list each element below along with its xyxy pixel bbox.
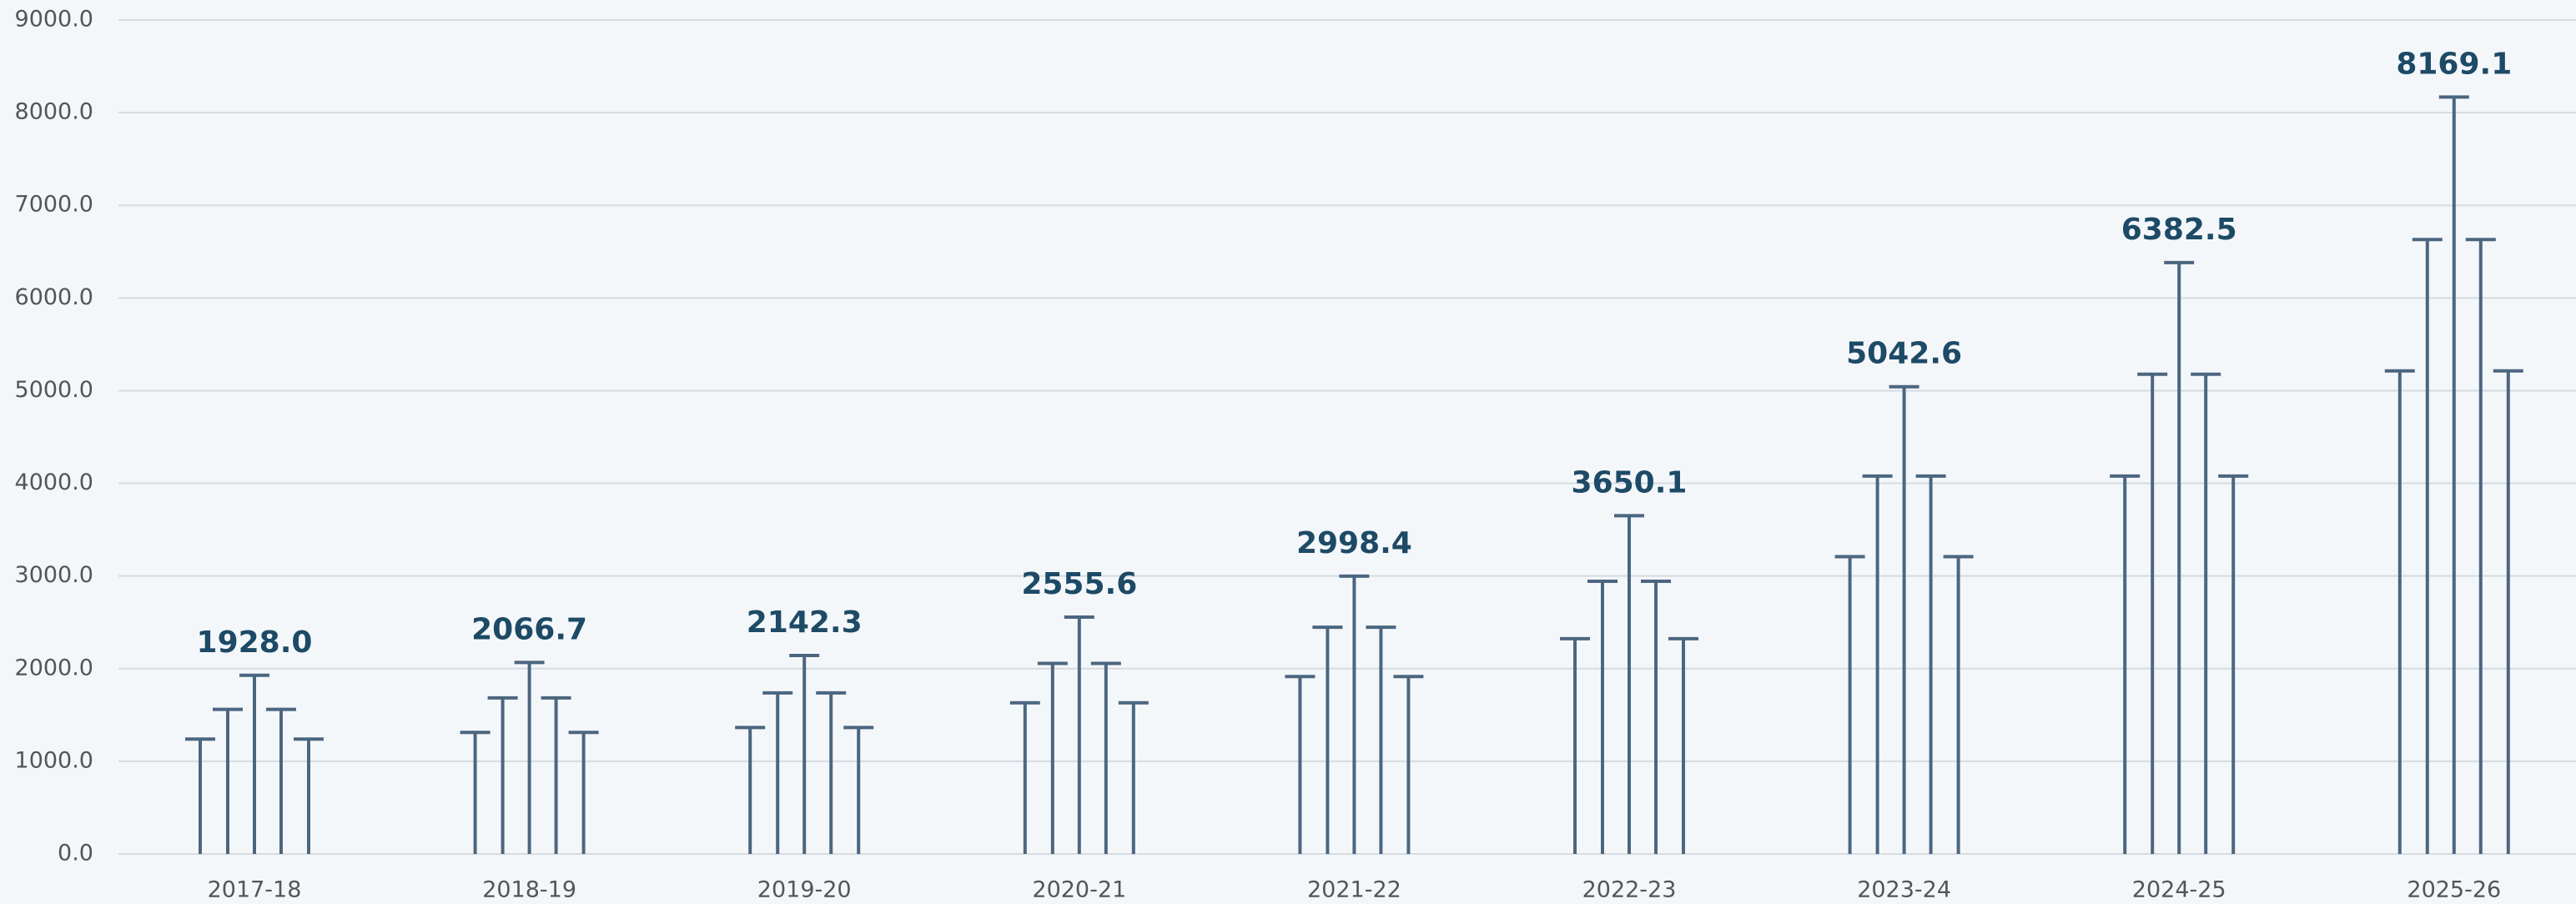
x-tick-label: 2018-19 xyxy=(482,877,576,903)
x-tick-label: 2024-25 xyxy=(2132,877,2226,903)
value-label: 1928.0 xyxy=(197,625,313,660)
y-tick-label: 4000.0 xyxy=(15,470,93,495)
x-tick-label: 2022-23 xyxy=(1582,877,1677,903)
y-tick-label: 3000.0 xyxy=(15,562,93,588)
y-tick-label: 6000.0 xyxy=(15,284,93,310)
y-tick-label: 8000.0 xyxy=(15,99,93,125)
y-tick-label: 7000.0 xyxy=(15,192,93,218)
x-tick-label: 2025-26 xyxy=(2407,877,2501,903)
x-tick-label: 2023-24 xyxy=(1857,877,1951,903)
value-label: 5042.6 xyxy=(1846,337,1962,371)
y-tick-label: 1000.0 xyxy=(15,747,93,773)
y-tick-label: 0.0 xyxy=(58,841,93,866)
value-label: 3650.1 xyxy=(1572,465,1688,500)
value-label: 2555.6 xyxy=(1021,567,1137,601)
x-tick-label: 2020-21 xyxy=(1032,877,1126,903)
x-tick-label: 2019-20 xyxy=(757,877,852,903)
value-label: 2066.7 xyxy=(471,612,587,646)
x-tick-label: 2017-18 xyxy=(208,877,302,903)
y-tick-label: 2000.0 xyxy=(15,655,93,681)
y-tick-label: 9000.0 xyxy=(15,7,93,33)
value-label: 2998.4 xyxy=(1296,526,1412,560)
x-tick-label: 2021-22 xyxy=(1307,877,1401,903)
value-label: 2142.3 xyxy=(747,605,863,640)
y-tick-label: 5000.0 xyxy=(15,377,93,403)
value-label: 6382.5 xyxy=(2121,213,2237,247)
value-label: 8169.1 xyxy=(2396,47,2512,81)
